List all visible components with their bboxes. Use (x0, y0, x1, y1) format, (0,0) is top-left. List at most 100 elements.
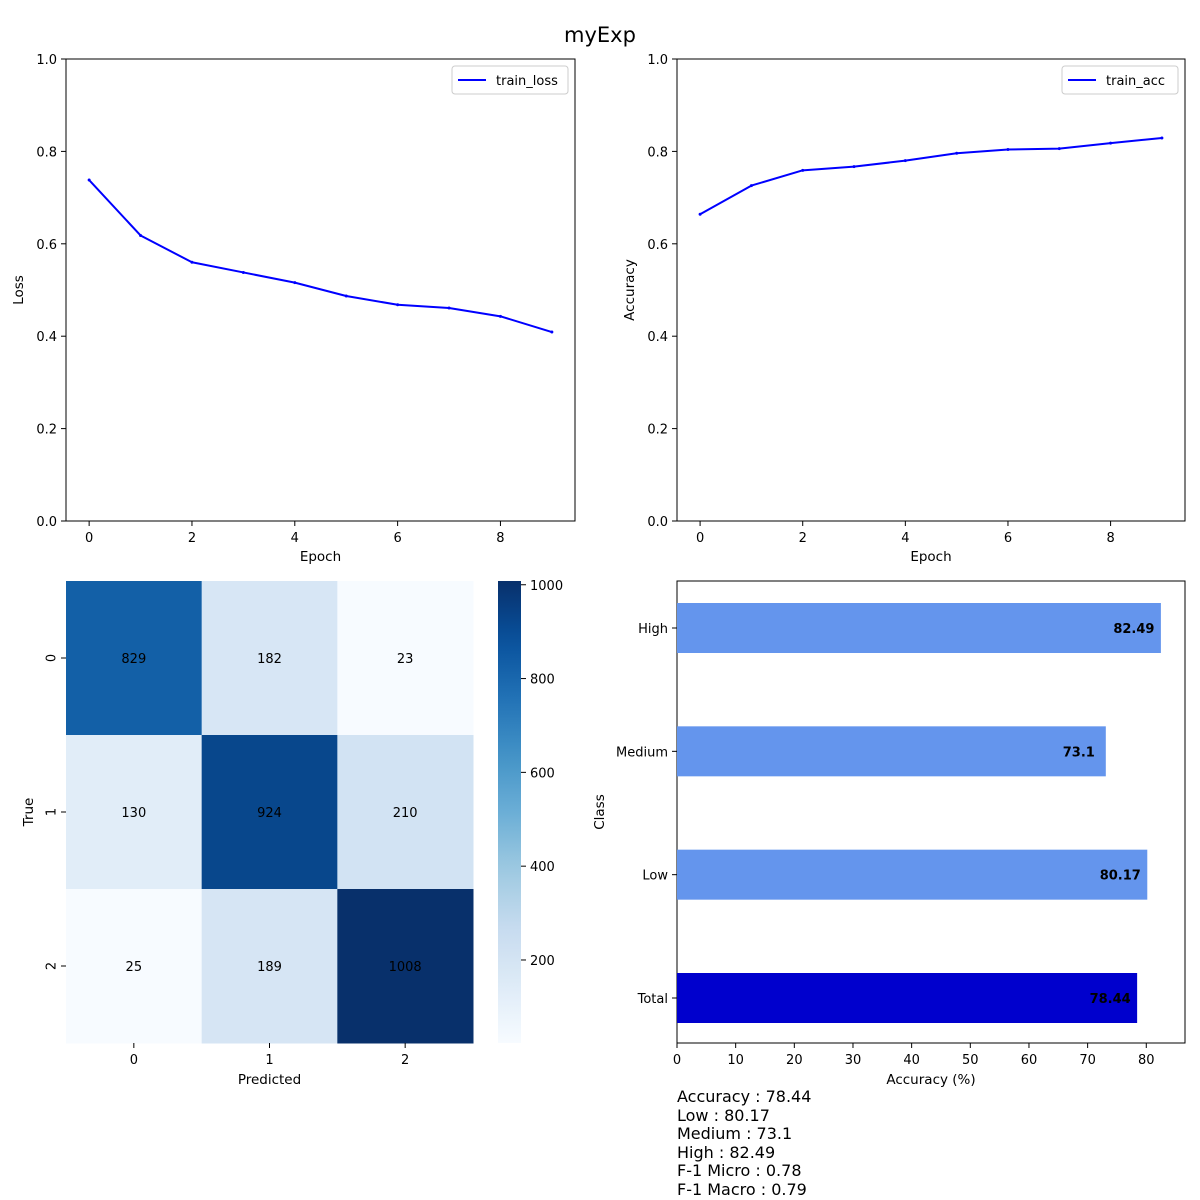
cell-value: 23 (397, 652, 414, 667)
class-accuracy-chart: 78.44 Total 80.17 Low 73.1 Medium 82.49 High 0 10… (592, 580, 1186, 1088)
legend-box (451, 65, 569, 95)
data-point (1109, 141, 1113, 145)
x-tick-label: 0 (85, 531, 93, 546)
data-point (1160, 136, 1164, 140)
y-tick-label: High (638, 622, 668, 637)
colorbar-tick-label: 1000 (530, 579, 563, 594)
heatmap-cell (66, 735, 203, 890)
heatmap-cell (66, 581, 203, 736)
x-tick-label: 2 (188, 531, 196, 546)
series-line (699, 137, 1163, 216)
data-point (698, 212, 702, 216)
data-point (447, 306, 451, 310)
heatmap-cell (337, 581, 474, 736)
y-tick-label: 1.0 (647, 53, 668, 68)
bar (677, 726, 1106, 777)
y-tick-label: 0.8 (647, 145, 668, 160)
data-point (1006, 148, 1010, 152)
stat-high: High : 82.49 (677, 1142, 776, 1162)
cell-value: 829 (121, 652, 146, 667)
heatmap-cell (201, 735, 338, 890)
bar-value-label: 80.17 (1100, 869, 1141, 884)
bar-value-label: 78.44 (1090, 992, 1131, 1007)
y-tick-label: Total (637, 992, 668, 1007)
plot-frame (65, 58, 576, 522)
x-tick-label: 40 (903, 1053, 920, 1068)
x-tick-label: 2 (401, 1053, 409, 1068)
colorbar-tick-label: 400 (530, 860, 555, 875)
colorbar-tick-label: 600 (530, 766, 555, 781)
data-point (852, 165, 856, 169)
heatmap-cell (66, 889, 203, 1044)
bar (677, 603, 1161, 653)
data-point (801, 168, 805, 172)
y-tick-label: 1.0 (36, 53, 57, 68)
cell-value: 189 (257, 960, 282, 975)
y-tick-label: 0.8 (36, 145, 57, 160)
x-tick-label: 4 (901, 531, 909, 546)
cell-value: 924 (257, 806, 282, 821)
series-line (88, 179, 553, 333)
y-tick-label: 0 (45, 654, 60, 662)
y-axis-label: Loss (11, 275, 27, 305)
x-tick-label: 60 (1021, 1053, 1038, 1068)
colorbar-fill (498, 581, 521, 1043)
data-point (749, 184, 753, 188)
bar (677, 849, 1148, 900)
y-tick-label: Low (642, 869, 668, 884)
heatmap-cell (201, 889, 338, 1044)
data-point (293, 281, 297, 285)
x-tick-label: 0 (696, 531, 704, 546)
x-tick-label: 20 (786, 1053, 803, 1068)
data-point (1057, 147, 1061, 151)
legend-label: train_acc (1106, 74, 1165, 89)
x-tick-label: 6 (1004, 531, 1012, 546)
x-tick-label: 8 (496, 531, 504, 546)
y-tick-label: 0.0 (36, 515, 57, 530)
x-axis-label: Epoch (300, 549, 341, 565)
colorbar: 200 400 600 800 1000 (498, 579, 563, 1043)
legend-label: train_loss (496, 74, 558, 89)
cell-value: 1008 (389, 960, 422, 975)
data-point (498, 314, 502, 318)
y-tick-label: 0.4 (36, 330, 57, 345)
x-tick-label: 0 (130, 1053, 138, 1068)
y-tick-label: 0.6 (36, 238, 57, 253)
data-point (955, 151, 959, 155)
legend-box (1061, 65, 1179, 95)
data-point (396, 303, 400, 307)
cell-value: 25 (126, 960, 143, 975)
stat-f1-micro: F-1 Micro : 0.78 (677, 1161, 802, 1180)
data-point (550, 330, 554, 334)
heatmap-cell (201, 581, 338, 736)
y-tick-label: 1 (45, 808, 60, 816)
data-point (190, 260, 194, 264)
y-tick-label: 0.6 (647, 238, 668, 253)
x-tick-label: 2 (799, 531, 807, 546)
plot-frame (676, 58, 1186, 522)
stat-medium: Medium : 73.1 (677, 1124, 793, 1143)
x-tick-label: 50 (962, 1053, 979, 1068)
data-point (139, 233, 143, 237)
confusion-matrix: 829 182 23 130 924 210 25 189 1008 0 1 2 0 1 2 Predicte… (21, 581, 474, 1088)
data-point (344, 294, 348, 298)
stat-f1-macro: F-1 Macro : 0.79 (677, 1179, 807, 1199)
stat-accuracy: Accuracy : 78.44 (677, 1087, 812, 1106)
x-axis-label: Predicted (238, 1072, 301, 1088)
cell-value: 130 (121, 806, 146, 821)
colorbar-tick-label: 200 (530, 954, 555, 969)
x-axis-label: Accuracy (%) (886, 1072, 975, 1088)
stat-low: Low : 80.17 (677, 1105, 770, 1125)
x-tick-label: 1 (265, 1053, 273, 1068)
x-axis-label: Epoch (910, 549, 951, 565)
cell-value: 210 (393, 806, 418, 821)
x-tick-label: 0 (673, 1053, 681, 1068)
x-tick-label: 8 (1106, 531, 1114, 546)
y-tick-label: Medium (616, 745, 668, 760)
data-point (903, 159, 907, 163)
bar-value-label: 82.49 (1113, 622, 1154, 637)
data-point (241, 270, 245, 274)
y-axis-label: Class (592, 794, 608, 830)
figure-title: myExp (564, 23, 636, 47)
